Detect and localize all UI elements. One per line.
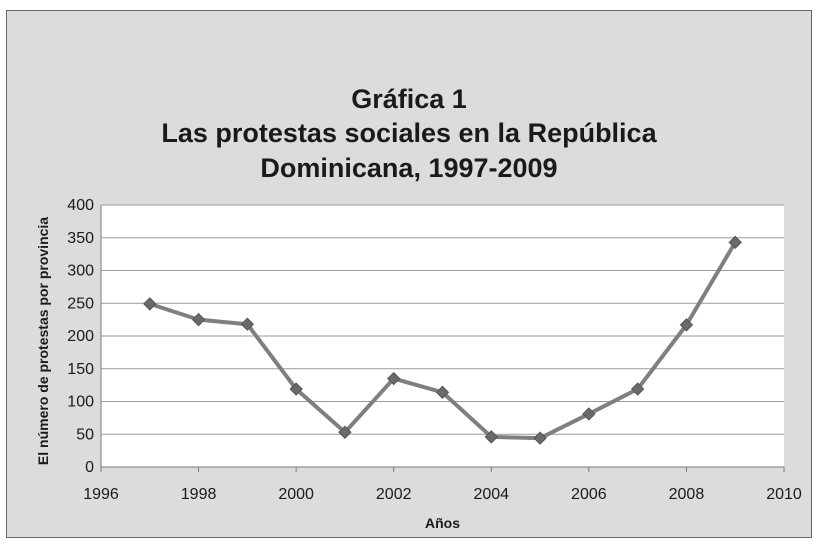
chart-title-line-2: Las protestas sociales en la República [161,118,657,148]
x-axis-ticks: 1996 1998 2000 2002 2004 2006 2008 2010 [83,467,802,503]
x-tick-label: 2000 [278,486,314,503]
data-point-marker [387,371,401,386]
data-point-marker [484,430,498,444]
y-tick-label: 150 [67,361,94,378]
data-point-marker [143,297,157,311]
data-point-marker [240,317,255,331]
series-group [143,235,742,445]
y-tick-label: 0 [85,459,94,476]
y-axis-ticks: 0 50 100 150 200 250 300 350 400 [67,197,94,476]
y-tick-label: 350 [67,230,94,247]
x-tick-label: 2004 [473,486,509,503]
data-point-marker [435,385,450,400]
gridlines [100,204,784,468]
x-tick-label: 2010 [766,486,802,503]
y-axis-label: El número de protestas por provincia [35,217,51,465]
y-tick-label: 200 [67,328,94,345]
y-tick-label: 100 [67,394,94,411]
data-point-marker [338,425,352,439]
y-tick-label: 300 [67,263,94,280]
x-tick-label: 2002 [376,486,412,503]
data-point-marker [630,382,645,396]
x-tick-label: 1996 [83,486,119,503]
y-tick-label: 400 [67,197,94,214]
data-point-marker [679,318,694,332]
data-point-marker [289,382,303,396]
x-axis-label: Años [425,515,460,531]
data-point-marker [533,431,547,445]
x-tick-label: 1998 [181,486,217,503]
data-point-marker [191,312,206,327]
chart-title-line-1: Gráfica 1 [351,84,467,114]
y-tick-label: 50 [76,426,94,443]
data-point-marker [728,235,742,250]
y-tick-label: 250 [67,295,94,312]
x-tick-label: 2006 [571,486,607,503]
data-point-marker [582,407,596,421]
chart-title-line-3: Dominicana, 1997-2009 [260,153,558,183]
x-tick-label: 2008 [669,486,705,503]
